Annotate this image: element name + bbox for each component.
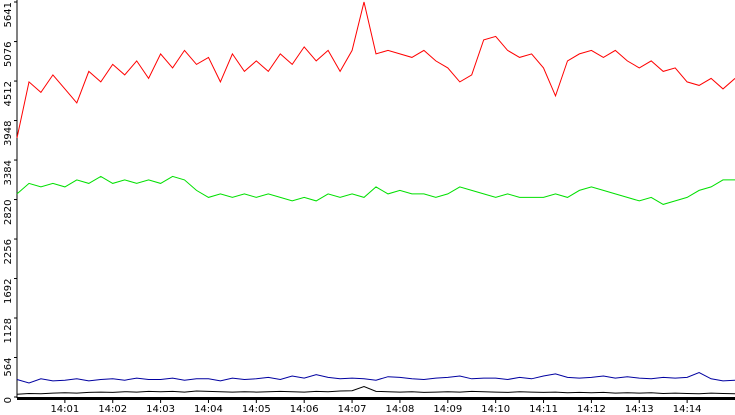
x-tick-label: 14:10 — [481, 404, 510, 415]
y-tick-label: 3948 — [3, 121, 14, 146]
x-axis — [17, 397, 735, 400]
x-tick-label: 14:08 — [386, 404, 415, 415]
series-line — [16, 371, 735, 384]
y-tick-label: 564 — [3, 358, 14, 377]
x-tick-label: 14:12 — [577, 404, 606, 415]
x-tick-label: 14:02 — [98, 404, 127, 415]
y-tick-label: 1128 — [3, 318, 14, 343]
y-tick-label: 5076 — [3, 42, 14, 67]
x-tick-label: 14:04 — [194, 404, 223, 415]
x-tick-label: 14:01 — [50, 404, 79, 415]
x-tick-label: 14:09 — [433, 404, 462, 415]
y-tick-label: 1692 — [3, 279, 14, 304]
x-tick-label: 14:13 — [625, 404, 654, 415]
y-tick-label: 2820 — [3, 200, 14, 225]
y-tick-label: 5641 — [3, 2, 14, 27]
x-tick-label: 14:05 — [242, 404, 271, 415]
x-tick-label: 14:11 — [529, 404, 558, 415]
x-tick-label: 14:06 — [290, 404, 319, 415]
x-tick-label: 14:07 — [338, 404, 367, 415]
y-tick-label: 2256 — [3, 239, 14, 264]
x-tick-label: 14:03 — [146, 404, 175, 415]
y-tick-label: 4512 — [3, 81, 14, 106]
series-line — [16, 385, 735, 395]
series-line — [16, 1, 735, 139]
y-tick-label: 3384 — [3, 160, 14, 185]
y-tick-label: 0 — [3, 397, 14, 403]
series-line — [16, 175, 735, 205]
x-tick-label: 14:14 — [673, 404, 702, 415]
